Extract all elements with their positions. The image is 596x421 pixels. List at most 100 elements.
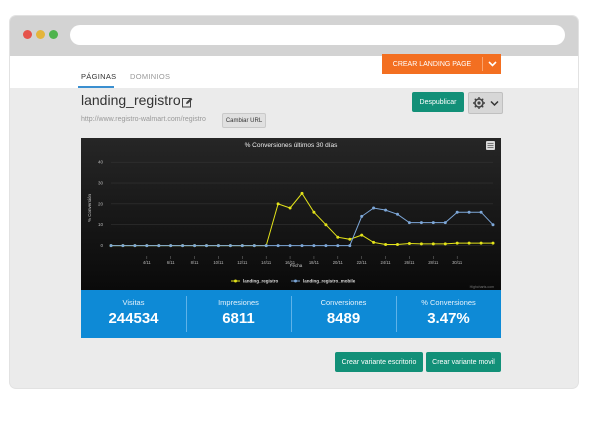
data-point	[372, 206, 376, 210]
data-point	[419, 242, 423, 246]
x-tick-label: 8/11	[191, 260, 200, 265]
data-point	[348, 244, 352, 248]
x-tick-label: 12/11	[237, 260, 248, 265]
edit-icon[interactable]	[182, 95, 193, 108]
data-point	[467, 241, 471, 245]
chart-menu-icon[interactable]	[486, 141, 495, 150]
browser-window: PÁGINAS DOMINIOS CREAR LANDING PAGE land…	[10, 16, 578, 388]
stat-divider	[291, 296, 292, 332]
data-point	[181, 244, 185, 248]
data-point	[109, 244, 113, 248]
stat-value: 244534	[108, 310, 159, 327]
data-point	[360, 214, 364, 218]
y-tick-label: 40	[98, 160, 104, 165]
unpublish-button[interactable]: Despublicar	[412, 92, 464, 112]
x-tick-label: 28/11	[428, 260, 439, 265]
maximize-window-button[interactable]	[49, 30, 58, 39]
x-tick-label: 26/11	[404, 260, 415, 265]
data-point	[312, 210, 316, 214]
stat-visitas: Visitas 244534	[81, 290, 186, 338]
data-point	[384, 243, 388, 246]
y-tick-label: 30	[98, 181, 104, 186]
data-point	[455, 210, 459, 214]
data-point	[300, 244, 304, 248]
data-point	[336, 244, 340, 248]
data-point	[288, 206, 292, 210]
stats-bar: Visitas 244534 Impresiones 6811 Conversi…	[81, 290, 501, 338]
stat-value: 6811	[222, 310, 255, 327]
data-point	[252, 244, 256, 248]
settings-dropdown[interactable]	[468, 92, 503, 114]
address-bar[interactable]	[70, 25, 565, 45]
x-tick-label: 24/11	[380, 260, 391, 265]
data-point	[312, 244, 316, 248]
x-tick-label: 10/11	[213, 260, 224, 265]
tab-dominios[interactable]: DOMINIOS	[130, 72, 171, 81]
stat-label: % Conversiones	[421, 298, 476, 307]
data-point	[372, 240, 376, 244]
y-axis-label: % Conversión	[87, 193, 92, 222]
chart-legend: landing_registro landing_registro_mobile	[231, 279, 356, 284]
data-point	[431, 221, 435, 225]
data-point	[348, 237, 352, 241]
x-tick-label: 22/11	[357, 260, 368, 265]
data-point	[205, 244, 208, 248]
page-title: landing_registro	[81, 92, 181, 108]
series-line	[111, 192, 493, 247]
y-tick-label: 20	[98, 201, 104, 206]
data-point	[145, 244, 149, 248]
data-point	[407, 242, 411, 245]
data-point	[133, 244, 137, 248]
data-point	[324, 223, 328, 227]
data-point	[216, 244, 220, 248]
create-mobile-variant-button[interactable]: Crear variante movil	[426, 352, 501, 372]
data-point	[157, 244, 161, 248]
x-tick-label: 4/11	[143, 260, 152, 265]
stat-conversiones: Conversiones 8489	[291, 290, 396, 338]
minimize-window-button[interactable]	[36, 30, 45, 39]
stat-divider	[186, 296, 187, 332]
data-point	[443, 221, 447, 225]
button-separator	[482, 57, 483, 71]
data-point	[276, 244, 280, 248]
y-tick-label: 0	[100, 243, 103, 248]
x-tick-label: 18/11	[309, 260, 320, 265]
chart-title: % Conversiones últimos 30 días	[245, 142, 339, 149]
chart-svg: % Conversiones últimos 30 días % Convers…	[87, 141, 495, 289]
series-line	[111, 207, 494, 247]
chart-credits: Highcharts.com	[470, 285, 494, 289]
data-point	[169, 244, 173, 248]
data-point	[324, 244, 328, 248]
data-point	[336, 235, 340, 239]
data-point	[455, 241, 459, 245]
legend-label: landing_registro	[243, 279, 279, 284]
data-point	[264, 244, 268, 248]
data-point	[276, 202, 280, 206]
create-landing-page-label: CREAR LANDING PAGE	[392, 60, 472, 68]
gear-icon	[472, 96, 486, 110]
stat-impresiones: Impresiones 6811	[186, 290, 291, 338]
data-point	[479, 210, 483, 214]
data-point	[193, 244, 197, 248]
create-desktop-variant-button[interactable]: Crear variante escritorio	[335, 352, 423, 372]
data-point	[443, 242, 447, 246]
change-url-button[interactable]: Cambiar URL	[222, 113, 266, 128]
data-point	[396, 243, 399, 246]
x-tick-label: 16/11	[285, 260, 296, 265]
data-point	[491, 223, 495, 227]
legend-label: landing_registro_mobile	[303, 279, 356, 284]
create-landing-page-button[interactable]: CREAR LANDING PAGE	[382, 54, 501, 74]
stat-label: Impresiones	[218, 298, 259, 307]
close-window-button[interactable]	[23, 30, 32, 39]
tab-paginas[interactable]: PÁGINAS	[81, 72, 117, 81]
stat-divider	[396, 296, 397, 332]
stat-porcentaje-conversiones: % Conversiones 3.47%	[396, 290, 501, 338]
data-point	[240, 244, 244, 248]
data-point	[360, 233, 364, 237]
active-tab-indicator	[78, 86, 114, 88]
data-point	[396, 212, 399, 216]
x-tick-label: 6/11	[167, 260, 176, 265]
data-point	[288, 244, 292, 248]
data-point	[121, 244, 125, 248]
chevron-down-icon[interactable]	[485, 57, 499, 71]
